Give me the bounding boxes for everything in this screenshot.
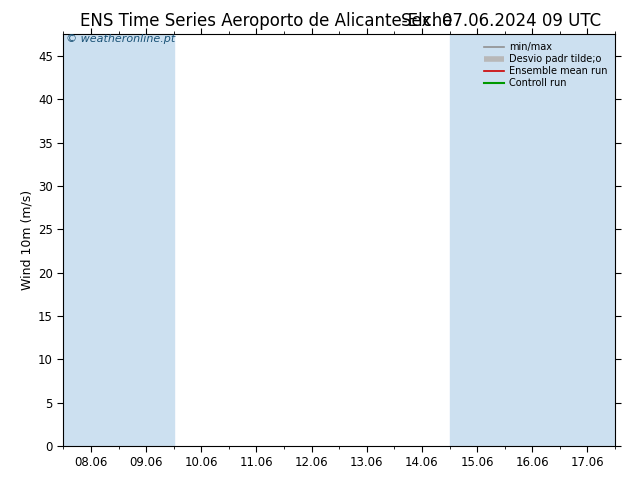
Bar [560, 34, 615, 446]
Bar [450, 34, 505, 446]
Text: Sex. 07.06.2024 09 UTC: Sex. 07.06.2024 09 UTC [401, 12, 601, 30]
Bar [119, 34, 174, 446]
Y-axis label: Wind 10m (m/s): Wind 10m (m/s) [21, 190, 34, 290]
Legend: min/max, Desvio padr tilde;o, Ensemble mean run, Controll run: min/max, Desvio padr tilde;o, Ensemble m… [481, 39, 610, 91]
Bar [505, 34, 560, 446]
Text: © weatheronline.pt: © weatheronline.pt [66, 34, 176, 44]
Text: ENS Time Series Aeroporto de Alicante-Elche: ENS Time Series Aeroporto de Alicante-El… [80, 12, 453, 30]
Bar [63, 34, 119, 446]
